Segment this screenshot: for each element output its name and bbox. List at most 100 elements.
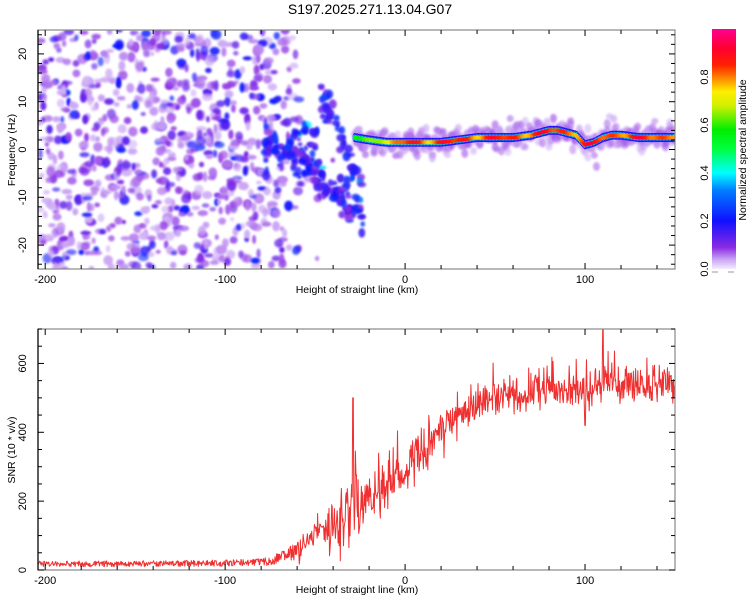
spectrogram-cell [362, 150, 369, 159]
spectrogram-cell [262, 208, 268, 218]
spectrogram-cell [104, 98, 114, 105]
spectrogram-cell [327, 109, 335, 120]
spectrogram-cell [184, 36, 191, 46]
spectrogram-cell [176, 46, 185, 52]
snr-panel: -200 -100 0 100 0 200 400 600 Height of straigh… [6, 328, 676, 596]
spectrogram-cell [283, 96, 290, 101]
spectrogram-cell [149, 240, 156, 249]
spectrogram-cell [201, 203, 210, 208]
spectrogram-cell [169, 95, 175, 101]
spectrogram-cell [200, 45, 209, 56]
spectrogram-cell [360, 221, 366, 227]
spectrogram-cell [335, 123, 340, 128]
spectrogram-cell [93, 78, 102, 84]
spectrogram-cell [280, 30, 290, 35]
spectrogram-cell [317, 192, 322, 200]
spectrogram-cell [82, 114, 89, 125]
spectrogram-cell [183, 263, 193, 269]
spectrogram-cell [87, 95, 94, 106]
spectrogram-cell [444, 151, 452, 159]
spectrogram-cell [161, 205, 170, 213]
spectrogram-cell [268, 260, 275, 269]
spectrogram-cell [174, 186, 182, 194]
x-tick-label: 0 [402, 575, 408, 587]
spectrogram-cell [150, 51, 155, 56]
spectrogram-cell [161, 30, 172, 35]
spectrogram-cell [134, 211, 143, 217]
spectrogram-cell [394, 130, 402, 139]
spectrogram-cell [282, 117, 292, 127]
spectrogram-cell [38, 120, 44, 126]
spectrogram-cell [262, 170, 271, 181]
spectrogram-cell [223, 258, 232, 266]
spectrogram-cell [163, 167, 172, 176]
spectrogram-cell [193, 242, 202, 249]
spectrogram-cell [238, 250, 244, 259]
spectrogram-cell [263, 158, 269, 163]
spectrogram-cell [182, 83, 190, 91]
spectrogram-cell [218, 206, 223, 215]
spectrogram-cell [115, 135, 125, 144]
spectrogram-cell [236, 134, 243, 144]
spectrogram-cell [113, 101, 120, 107]
spectrogram-cell [59, 201, 68, 209]
spectrogram-cell [263, 128, 273, 136]
spectrogram-cell [226, 191, 235, 197]
spectrogram-cell [131, 162, 136, 171]
spectrogram-cell [357, 181, 367, 188]
spectrogram-cell [240, 140, 249, 146]
spectrogram-cell [167, 130, 176, 141]
spectrogram-cell [38, 93, 43, 101]
spectrogram-cell [66, 169, 76, 174]
spectrogram-cell [289, 62, 299, 69]
spectrogram-cell [279, 246, 285, 253]
spectrogram-cell [309, 170, 319, 175]
spectrogram-cell [286, 66, 292, 73]
spectrogram-cell [46, 166, 55, 178]
y-tick-label: 0 [17, 567, 29, 573]
figure-title: S197.2025.271.13.04.G07 [288, 1, 452, 17]
spectrogram-cell [291, 205, 299, 210]
spectrogram-cell [292, 245, 300, 255]
spectrogram-cell [239, 107, 249, 115]
colorbar-label: Normalized spectral amplitude [737, 79, 749, 220]
spectrogram-cell [72, 208, 79, 216]
spectrogram-cell [67, 236, 76, 247]
spectrogram-cell [100, 50, 108, 58]
spectrogram-cell [246, 154, 257, 160]
spectrogram-cell [277, 143, 285, 149]
spectrogram-cell [213, 131, 222, 141]
spectrogram-cell [224, 112, 230, 120]
spectrogram-cell [97, 94, 106, 102]
spectrogram-cell [83, 179, 95, 187]
spectrogram-cell [279, 161, 284, 172]
spectrogram-cell [317, 170, 325, 178]
spectrogram-cell [129, 179, 139, 188]
spectrogram-cell [351, 193, 361, 201]
spectrogram-cell [240, 156, 249, 163]
spectrogram-cell [285, 151, 295, 157]
spectrogram-cell [74, 194, 82, 206]
spectrogram-cell [128, 38, 134, 47]
spectrogram-cell [138, 231, 149, 241]
spectrogram-cell [271, 134, 279, 143]
spectrogram-cell [317, 83, 325, 89]
spectrogram-cell [156, 43, 166, 50]
spectrogram-cell [80, 230, 92, 235]
spectrogram-cell [127, 148, 138, 155]
spectrogram-cell [134, 169, 142, 175]
spectrogram-cell [245, 120, 251, 131]
spectrogram-cell [195, 126, 207, 132]
spectrogram-cell [83, 140, 89, 149]
spectrogram-cell [49, 36, 59, 43]
spectrogram-cell [163, 231, 175, 241]
spectrogram-cell [84, 39, 92, 49]
spectrogram-cell [242, 56, 252, 61]
spectrogram-cell [204, 55, 215, 67]
spectrogram-cell [114, 216, 123, 225]
spectrogram-cell [105, 245, 111, 253]
spectrogram-cell [247, 189, 254, 198]
spectrogram-cell [118, 70, 128, 81]
spectrogram-cell [504, 148, 512, 156]
spectrogram-cell [272, 209, 281, 218]
